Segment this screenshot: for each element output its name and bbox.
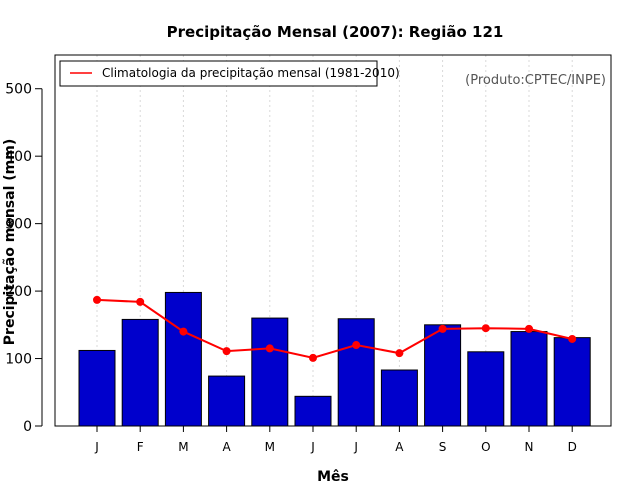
bar [164, 291, 202, 427]
y-tick-label: 500 [5, 82, 32, 98]
credit-annotation: (Produto:CPTEC/INPE) [465, 73, 606, 88]
x-tick-label: J [94, 440, 99, 454]
x-tick-label: S [439, 440, 447, 454]
climatology-point [438, 324, 447, 333]
bar [294, 395, 332, 427]
climatology-point [525, 324, 533, 333]
y-tick-label: 100 [5, 352, 32, 368]
bars-group [78, 291, 591, 427]
x-tick-label: J [310, 440, 315, 454]
climatology-line [96, 298, 573, 359]
plot-frame [54, 54, 612, 427]
climatology-point [481, 324, 490, 333]
bar [424, 324, 462, 427]
grid-lines [96, 55, 573, 426]
y-tick-label: 200 [5, 284, 32, 300]
bar [121, 318, 159, 427]
x-tick-label: J [353, 440, 358, 454]
x-tick-label: N [525, 440, 534, 454]
x-tick-label: A [222, 440, 231, 454]
bar [251, 317, 289, 427]
x-tick-label: F [137, 440, 144, 454]
y-axis: 0 100 200 300 400 500 [5, 82, 43, 435]
x-axis-title: Mês [317, 469, 349, 485]
bar [208, 375, 246, 427]
y-tick-label: 0 [23, 419, 32, 435]
bar [553, 337, 591, 427]
x-tick-label: A [395, 440, 404, 454]
bar [337, 318, 375, 427]
climatology-point [568, 334, 577, 343]
legend: Climatologia da precipitação mensal (198… [59, 60, 400, 87]
y-tick-label: 400 [5, 149, 32, 165]
y-axis-title: Precipitação mensal (mm) [2, 139, 18, 345]
bar [380, 369, 418, 427]
climatology-point [352, 341, 361, 350]
bar [78, 349, 116, 427]
climatology-point [265, 344, 274, 353]
climatology-point [309, 353, 317, 362]
climatology-point [179, 327, 188, 336]
climatology-line-group [93, 295, 577, 362]
x-tick-label: O [481, 440, 490, 454]
legend-box [59, 60, 378, 87]
climatology-point [222, 347, 231, 356]
bar [510, 331, 548, 427]
climatology-point [93, 295, 101, 304]
x-tick-label: D [568, 440, 577, 454]
x-tick-label: M [265, 440, 275, 454]
y-tick-label: 300 [5, 217, 32, 233]
chart-title: Precipitação Mensal (2007): Região 121 [167, 23, 504, 41]
legend-label: Climatologia da precipitação mensal (198… [102, 66, 400, 80]
bar [467, 351, 505, 427]
climatology-point [395, 349, 404, 358]
x-tick-label: M [178, 440, 188, 454]
climatology-point [136, 297, 145, 306]
